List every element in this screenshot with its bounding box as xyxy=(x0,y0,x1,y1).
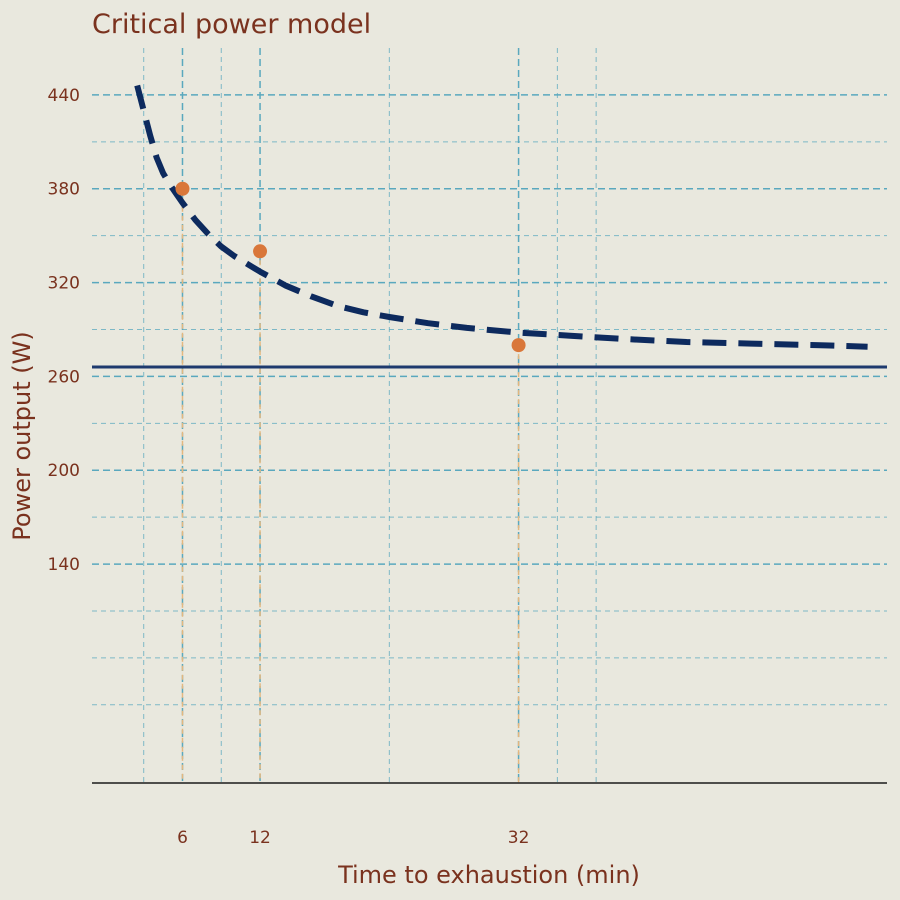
y-tick-label: 440 xyxy=(48,86,80,106)
y-tick-label: 320 xyxy=(48,274,80,294)
x-axis-label: Time to exhaustion (min) xyxy=(337,861,640,889)
y-tick-label: 200 xyxy=(48,461,80,481)
major-gridlines xyxy=(92,48,887,783)
test-effort-point xyxy=(511,338,526,353)
test-effort-point xyxy=(175,181,190,196)
chart-title: Critical power model xyxy=(92,9,371,40)
y-tick-label: 380 xyxy=(48,180,80,200)
point-guide-lines xyxy=(181,188,520,783)
y-tick-label: 140 xyxy=(48,555,80,575)
x-tick-label: 6 xyxy=(177,828,188,848)
y-axis-ticks: 140 200 260 320 380 440 xyxy=(48,86,80,575)
y-axis-label: Power output (W) xyxy=(8,331,36,540)
test-effort-point xyxy=(253,244,268,259)
y-tick-label: 260 xyxy=(48,367,80,387)
test-effort-points xyxy=(175,181,526,353)
x-tick-label: 12 xyxy=(249,828,271,848)
x-tick-label: 32 xyxy=(508,828,530,848)
power-duration-curve xyxy=(134,84,868,350)
x-axis-ticks: 6 12 32 xyxy=(177,828,529,848)
